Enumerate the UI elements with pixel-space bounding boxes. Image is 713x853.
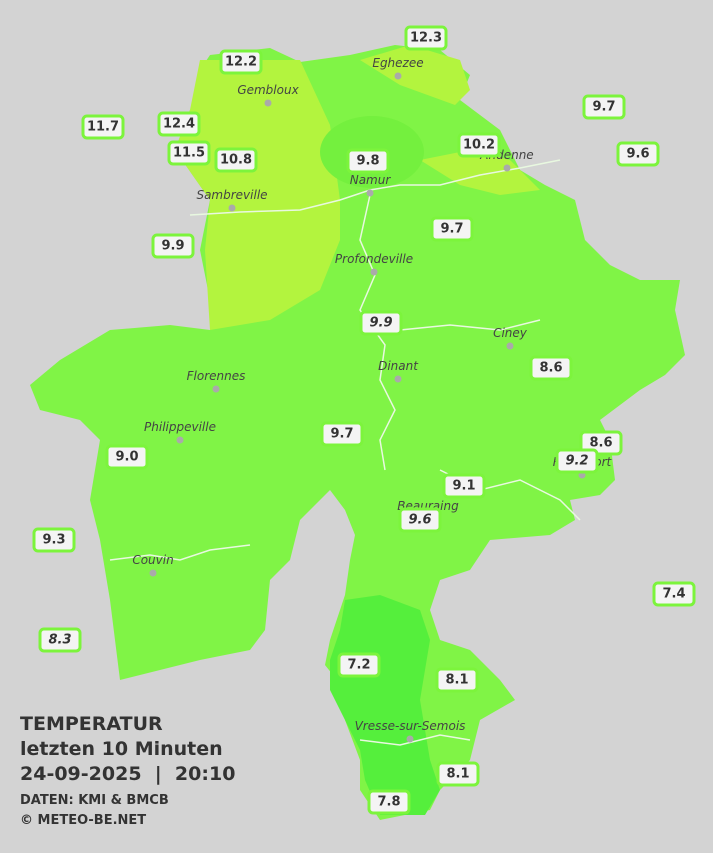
station-box bbox=[367, 789, 411, 815]
station-value: 7.2 bbox=[347, 658, 370, 673]
city-dot bbox=[506, 342, 514, 350]
station-box bbox=[157, 111, 201, 137]
station-box bbox=[442, 473, 486, 499]
station-box bbox=[582, 94, 626, 120]
station-value: 9.0 bbox=[115, 450, 138, 465]
city-name: Philippeville bbox=[144, 420, 216, 434]
source: DATEN: KMI & BMCB bbox=[20, 793, 169, 808]
station-value: 12.4 bbox=[163, 117, 195, 132]
city-name: Dinant bbox=[378, 359, 419, 373]
station-value: 9.9 bbox=[161, 239, 184, 254]
station-value: 11.7 bbox=[87, 120, 119, 135]
station-value: 10.2 bbox=[463, 138, 495, 153]
city-dot bbox=[406, 735, 414, 743]
title: TEMPERATUR bbox=[20, 713, 163, 735]
city-name: Vresse-sur-Semois bbox=[355, 719, 466, 733]
station-value: 8.6 bbox=[539, 361, 562, 376]
station-value: 9.7 bbox=[440, 222, 463, 237]
station-value: 9.7 bbox=[592, 100, 615, 115]
station-box bbox=[435, 667, 479, 693]
datetime: 24-09-2025 | 20:10 bbox=[20, 763, 235, 785]
cool-zone bbox=[330, 595, 440, 815]
station-box bbox=[359, 310, 403, 336]
station-value: 9.9 bbox=[369, 316, 392, 331]
station-value: 8.6 bbox=[589, 436, 612, 451]
city-dot bbox=[176, 436, 184, 444]
station-box bbox=[529, 355, 573, 381]
city-name: Couvin bbox=[132, 553, 173, 567]
city-dot bbox=[264, 99, 272, 107]
station-value: 12.2 bbox=[225, 55, 257, 70]
station-box bbox=[167, 140, 211, 166]
station-box bbox=[346, 148, 390, 174]
station-box bbox=[81, 114, 125, 140]
city-name: Eghezee bbox=[372, 56, 423, 70]
station-box bbox=[652, 581, 696, 607]
station-value: 9.2 bbox=[565, 454, 588, 469]
station-value: 9.3 bbox=[42, 533, 65, 548]
station-box bbox=[457, 132, 501, 158]
city-dot bbox=[370, 268, 378, 276]
station-box bbox=[436, 761, 480, 787]
station-box bbox=[404, 25, 448, 51]
station-box bbox=[214, 147, 258, 173]
city-dot bbox=[394, 72, 402, 80]
station-value: 9.6 bbox=[626, 147, 649, 162]
station-box bbox=[555, 448, 599, 474]
station-value: 9.8 bbox=[356, 154, 379, 169]
station-value: 9.6 bbox=[408, 513, 431, 528]
station-box bbox=[151, 233, 195, 259]
city-dot bbox=[228, 204, 236, 212]
station-value: 10.8 bbox=[220, 153, 252, 168]
station-value: 8.3 bbox=[48, 633, 71, 648]
city-dot bbox=[503, 164, 511, 172]
station-value: 12.3 bbox=[410, 31, 442, 46]
station-value: 11.5 bbox=[173, 146, 205, 161]
stations: 12.3 12.2 9.7 11.7 12.4 10.2 11.5 10.8 9.8 9.6 9.7… bbox=[32, 25, 696, 815]
city-dot bbox=[394, 375, 402, 383]
city-dot bbox=[366, 189, 374, 197]
city-name: Namur bbox=[350, 173, 392, 187]
station-box bbox=[616, 141, 660, 167]
station-box bbox=[32, 527, 76, 553]
station-box bbox=[105, 444, 149, 470]
city-dot bbox=[212, 385, 220, 393]
city-name: Profondeville bbox=[335, 252, 413, 266]
warm-zone bbox=[175, 45, 540, 330]
city-name: Florennes bbox=[187, 369, 246, 383]
city-name: Gembloux bbox=[237, 83, 299, 97]
station-box bbox=[337, 652, 381, 678]
station-value: 7.4 bbox=[662, 587, 685, 602]
station-value: 8.1 bbox=[446, 767, 469, 782]
period: letzten 10 Minuten bbox=[20, 738, 223, 760]
station-box bbox=[38, 627, 82, 653]
station-box bbox=[398, 507, 442, 533]
station-box bbox=[430, 216, 474, 242]
city-name: Sambreville bbox=[196, 188, 267, 202]
station-value: 8.1 bbox=[445, 673, 468, 688]
station-box bbox=[219, 49, 263, 75]
station-box bbox=[320, 421, 364, 447]
station-value: 9.1 bbox=[452, 479, 475, 494]
station-value: 9.7 bbox=[330, 427, 353, 442]
station-value: 7.8 bbox=[377, 795, 400, 810]
copyright: © METEO-BE.NET bbox=[20, 813, 146, 828]
city-dot bbox=[149, 569, 157, 577]
city-name: Ciney bbox=[493, 326, 528, 340]
